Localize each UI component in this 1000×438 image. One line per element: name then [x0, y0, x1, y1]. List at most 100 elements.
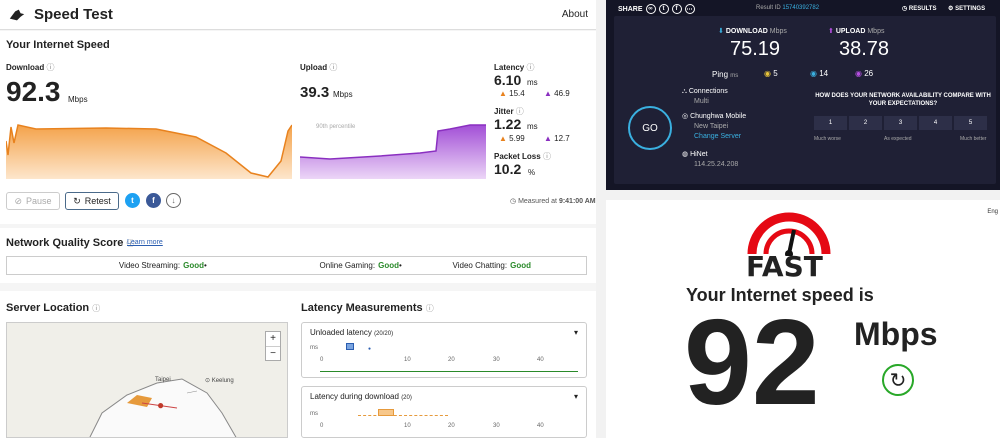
nq-title: Network Quality Score ⓘ	[6, 237, 135, 249]
ookla-download-label: ⬇ DOWNLOAD Mbps	[718, 28, 787, 35]
download-circle-icon: ⬇	[718, 28, 724, 35]
change-server-link[interactable]: Change Server	[694, 133, 742, 140]
download-value: 92.3	[6, 76, 61, 107]
connections-icon: ⛬	[682, 88, 687, 95]
packet-loss-value: 10.2	[494, 161, 522, 177]
nq-video-streaming: Video Streaming: Good	[118, 261, 204, 270]
results-button[interactable]: ◷ RESULTS	[902, 6, 937, 12]
upload-ping-icon: ◉	[855, 69, 862, 78]
chevron-down-icon[interactable]: ▾	[573, 328, 578, 337]
upload-person-icon: ▲	[544, 89, 552, 98]
host-info: ◍ HiNet 114.25.24.208	[682, 151, 739, 168]
facebook-icon[interactable]: f	[671, 4, 682, 14]
during-download-card: Latency during download (20) ▾ ms 0 10 2…	[301, 386, 587, 438]
gear-icon: ⚙	[948, 6, 954, 12]
ookla-upload-label: ⬆ UPLOAD Mbps	[828, 28, 885, 35]
info-icon: ⓘ	[526, 63, 535, 72]
latency-upload-stat: ▲ 46.9	[544, 89, 570, 98]
about-link[interactable]: About	[561, 9, 588, 20]
taiwan-map	[89, 378, 237, 437]
check-circle-icon: ◷	[902, 6, 908, 12]
download-icon[interactable]: ↓	[166, 193, 181, 208]
upload-graph	[300, 124, 486, 179]
ping-idle: ◉ 5	[764, 69, 778, 78]
info-icon: ⓘ	[329, 63, 338, 72]
scale-option-4[interactable]: 4	[919, 116, 952, 130]
ms-axis-label: ms	[310, 411, 318, 417]
zoom-in-button[interactable]: +	[270, 333, 276, 344]
section-title: Your Internet Speed	[6, 39, 110, 51]
chevron-down-icon[interactable]: ▾	[573, 392, 578, 401]
boxplot-whisker	[358, 415, 448, 416]
ms-axis-label: ms	[310, 345, 318, 351]
separator-dot: •	[399, 261, 402, 270]
map[interactable]: Taipei ⊙ Keelung ● + −	[6, 322, 288, 438]
facebook-icon[interactable]: f	[146, 193, 161, 208]
speed-section: Your Internet Speed Download ⓘ 92.3 Mbps…	[0, 31, 596, 224]
share-bar: SHARE ∞ t f ⋯	[618, 4, 695, 14]
ping-download: ◉ 14	[810, 69, 829, 78]
person-icon: ◍	[682, 151, 689, 158]
scale-option-5[interactable]: 5	[954, 116, 987, 130]
link-icon[interactable]: ∞	[645, 4, 656, 14]
zoom-out-button[interactable]: −	[266, 346, 280, 361]
refresh-icon: ↻	[73, 195, 81, 206]
packet-loss-label: Packet Loss ⓘ	[494, 152, 551, 161]
server-info: ◎ Chunghwa Mobile New Taipei Change Serv…	[682, 113, 747, 140]
scale-option-1[interactable]: 1	[814, 116, 847, 130]
unloaded-title: Unloaded latency (20/20)	[310, 328, 394, 337]
scale-option-2[interactable]: 2	[849, 116, 882, 130]
map-pin-icon: ●	[157, 398, 165, 412]
twitter-icon[interactable]: t	[658, 4, 669, 14]
zoom-control: + −	[265, 331, 281, 361]
fast-refresh-button[interactable]: ↻	[882, 364, 914, 396]
download-arrow-icon: ▲	[499, 134, 507, 143]
scale-low-label: Much worse	[814, 136, 841, 142]
download-ping-icon: ◉	[810, 69, 817, 78]
fast-panel: Eng FAST Your Internet speed is 92 Mbps …	[606, 200, 1000, 438]
language-link[interactable]: Eng	[987, 209, 998, 215]
connections-info: ⛬ Connections Multi	[682, 88, 728, 105]
scale-option-3[interactable]: 3	[884, 116, 917, 130]
info-icon: ⓘ	[92, 304, 101, 313]
download-arrow-icon: ▲	[499, 89, 507, 98]
nq-bar: Video Streaming: Good • Online Gaming: Good…	[6, 256, 587, 275]
retest-button[interactable]: ↻ Retest	[65, 192, 119, 210]
latency-value: 6.10	[494, 72, 522, 88]
info-icon: ⓘ	[46, 63, 55, 72]
info-icon: ⓘ	[126, 239, 135, 248]
latency-label: Latency ⓘ	[494, 63, 535, 72]
learn-more-link[interactable]: Learn more	[127, 239, 163, 246]
latency-unit: ms	[527, 78, 538, 87]
globe-icon: ◎	[682, 113, 689, 120]
fast-gauge-icon	[747, 212, 831, 256]
go-button[interactable]: GO	[628, 106, 672, 150]
jitter-download-stat: ▲ 5.99	[499, 134, 525, 143]
more-icon[interactable]: ⋯	[684, 4, 695, 14]
scale-mid-label: As expected	[884, 136, 912, 142]
download-graph	[6, 124, 292, 179]
ookla-result-card: ⬇ DOWNLOAD Mbps 75.19 ⬆ UPLOAD Mbps 38.7…	[614, 16, 996, 184]
pause-icon: ⊘	[14, 195, 22, 206]
fast-speed-value: 92	[684, 294, 820, 430]
measured-at: ◷ Measured at 9:41:00 AM	[510, 198, 596, 205]
twitter-icon[interactable]: t	[125, 193, 140, 208]
settings-button[interactable]: ⚙ SETTINGS	[948, 6, 986, 12]
rabbit-logo-icon	[9, 9, 25, 20]
ookla-download-value: 75.19	[730, 38, 781, 60]
survey-question: HOW DOES YOUR NETWORK AVAILABILITY COMPA…	[815, 93, 991, 107]
ookla-upload-value: 38.78	[839, 38, 890, 60]
info-icon: ⓘ	[542, 152, 551, 161]
pause-button[interactable]: ⊘ Pause	[6, 192, 60, 210]
nq-online-gaming: • Online Gaming: Good	[204, 261, 399, 270]
survey-scale: 1 2 3 4 5	[814, 116, 987, 130]
upload-percentile: 90th percentile	[316, 124, 356, 130]
clock-icon: ◷	[510, 198, 517, 205]
app-header: Speed Test About	[0, 0, 596, 30]
app-title: Speed Test	[34, 6, 113, 23]
speedtest-panel: Speed Test About Your Internet Speed Dow…	[0, 0, 596, 438]
download-unit: Mbps	[68, 95, 88, 104]
refresh-icon: ↻	[889, 369, 907, 392]
packet-loss-unit: %	[528, 168, 536, 177]
info-icon: ⓘ	[515, 107, 524, 116]
